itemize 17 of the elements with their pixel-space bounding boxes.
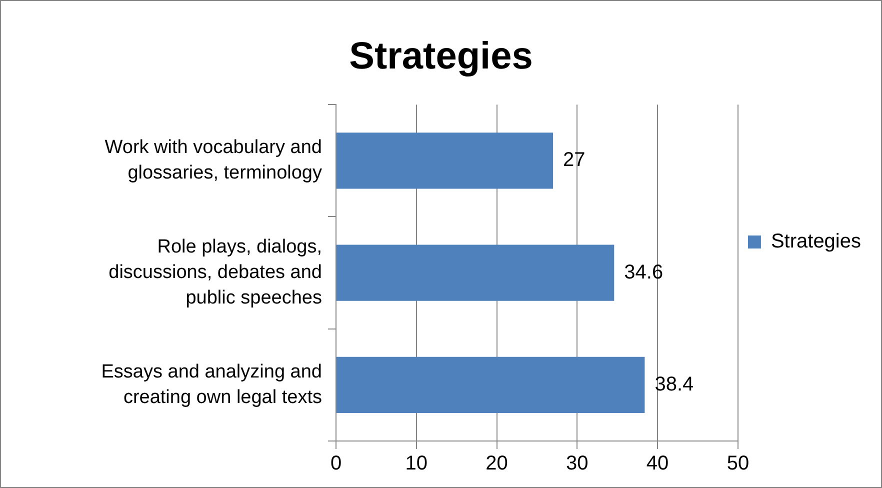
bar (336, 356, 645, 413)
y-tick-label: Role plays, dialogs, discussions, debates and public speeches (108, 236, 322, 309)
legend-label: Strategies (770, 230, 862, 253)
x-tick-label: 30 (566, 452, 588, 475)
y-tick-label: Essays and analyzing and creating own legal texts (101, 361, 322, 408)
x-tick-label: 0 (330, 452, 342, 475)
data-label: 34.6 (624, 261, 664, 284)
data-label: 38.4 (654, 373, 694, 396)
x-tick-label: 50 (726, 452, 750, 475)
x-tick-label: 10 (405, 452, 428, 475)
x-tick-label: 40 (646, 452, 669, 475)
bar (336, 244, 614, 301)
x-tick-label: 20 (486, 452, 508, 475)
chart-title: Strategies (349, 35, 533, 78)
y-tick-label: Work with vocabulary and glossaries, terminology (104, 137, 322, 184)
bar (336, 132, 554, 189)
data-label: 27 (563, 149, 586, 172)
